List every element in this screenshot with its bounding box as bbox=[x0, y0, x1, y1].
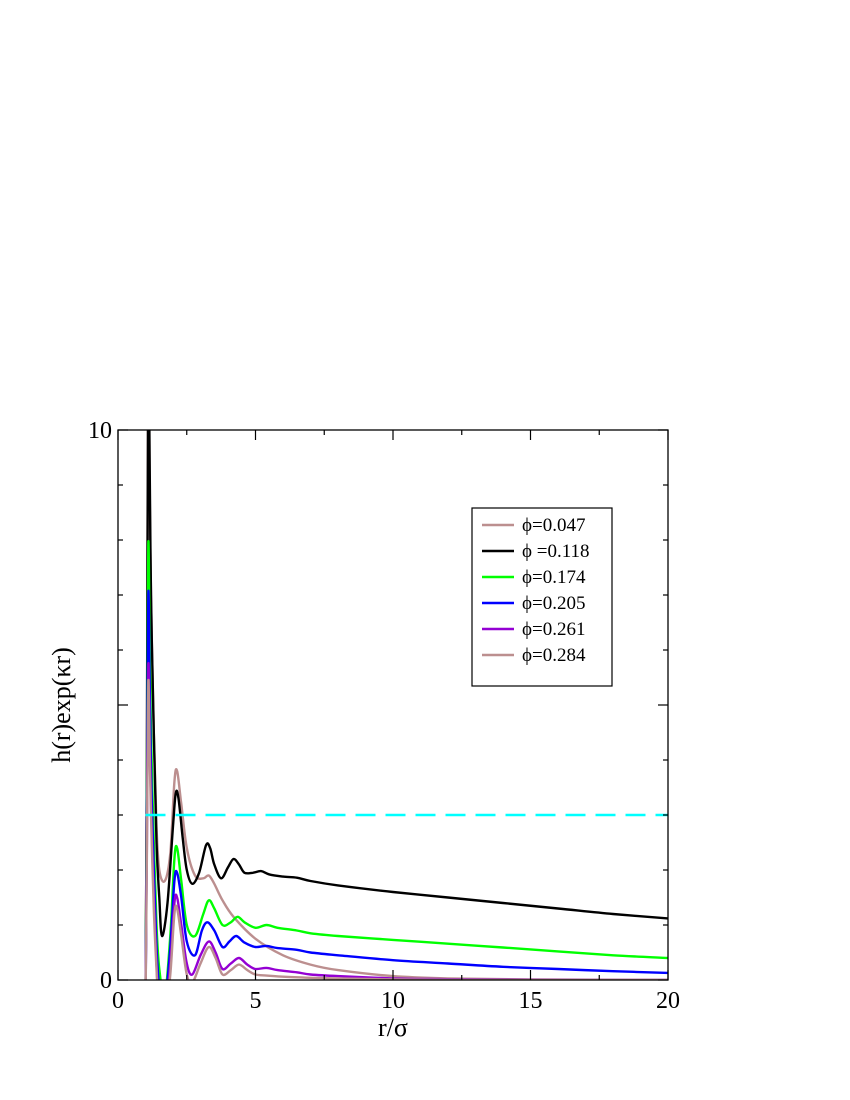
legend: ϕ=0.047 ϕ =0.118 ϕ=0.174 ϕ=0.205 ϕ=0.261 ϕ=0.… bbox=[471, 507, 613, 687]
legend-box bbox=[471, 507, 613, 687]
legend-label: ϕ=0.261 bbox=[522, 619, 585, 640]
tick-labels: 0 5 10 15 20 0 10 bbox=[88, 418, 680, 1014]
legend-label: ϕ =0.118 bbox=[522, 541, 590, 562]
y-tick-label: 0 bbox=[100, 968, 112, 994]
x-axis-label: r/σ bbox=[378, 1013, 408, 1042]
series-line-2 bbox=[144, 430, 668, 980]
legend-label: ϕ=0.047 bbox=[522, 515, 585, 536]
series-line-1 bbox=[144, 430, 668, 980]
legend-label: ϕ=0.205 bbox=[522, 593, 585, 614]
x-tick-label: 5 bbox=[250, 988, 262, 1014]
series-line-6 bbox=[144, 678, 668, 980]
series-line-5 bbox=[144, 662, 668, 980]
x-tick-label: 0 bbox=[112, 988, 124, 1014]
legend-label: ϕ=0.174 bbox=[522, 567, 586, 588]
x-tick-label: 15 bbox=[519, 988, 543, 1014]
y-axis-label: h(r)exp(κr) bbox=[47, 647, 76, 763]
x-tick-label: 20 bbox=[656, 988, 680, 1014]
legend-label: ϕ=0.284 bbox=[522, 645, 586, 666]
axis-ticks bbox=[117, 429, 669, 981]
x-tick-label: 10 bbox=[381, 988, 405, 1014]
series-curves bbox=[144, 430, 668, 980]
y-tick-label: 10 bbox=[88, 418, 112, 444]
